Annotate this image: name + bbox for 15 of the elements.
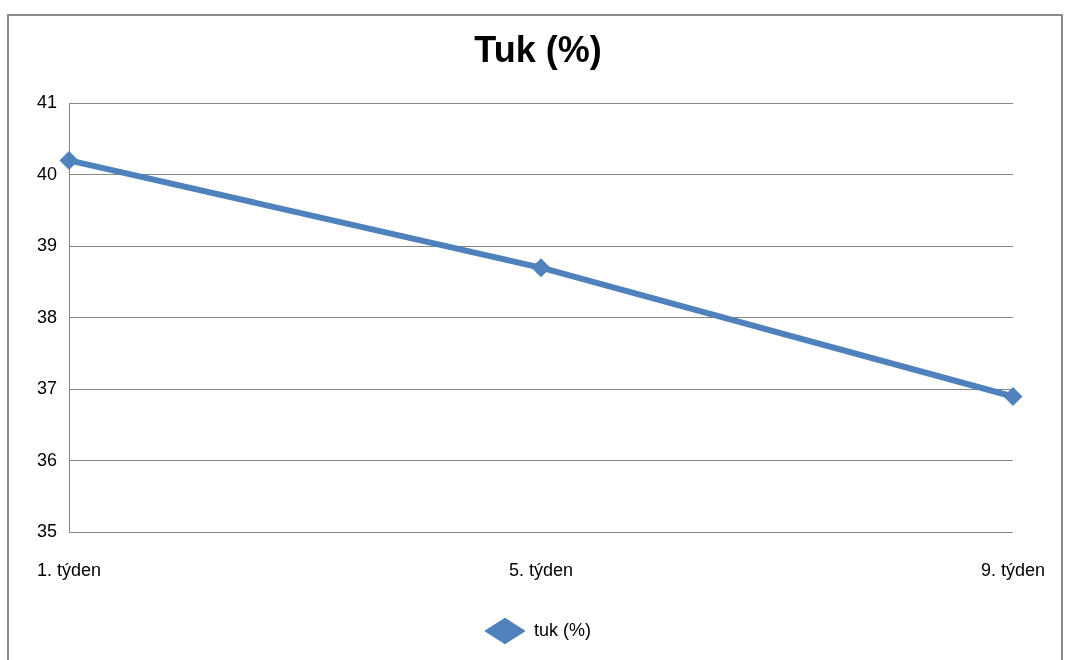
x-tick-label: 5. týden <box>508 560 574 581</box>
point <box>59 150 79 170</box>
y-tick-label: 37 <box>36 378 58 399</box>
x-tick-label: 1. týden <box>37 560 102 581</box>
y-tick-label: 36 <box>36 449 58 470</box>
y-tick-label: 35 <box>36 521 58 542</box>
point <box>531 258 551 278</box>
chart-title: Tuk (%) <box>474 28 602 70</box>
y-tick-label: 38 <box>36 306 58 327</box>
x-tick-label: 9. týden <box>980 560 1045 581</box>
legend-label: tuk (%) <box>534 619 592 640</box>
point <box>1003 386 1023 406</box>
y-tick-label: 39 <box>36 235 58 256</box>
y-tick-label: 40 <box>36 163 58 184</box>
y-tick-label: 41 <box>36 92 58 113</box>
